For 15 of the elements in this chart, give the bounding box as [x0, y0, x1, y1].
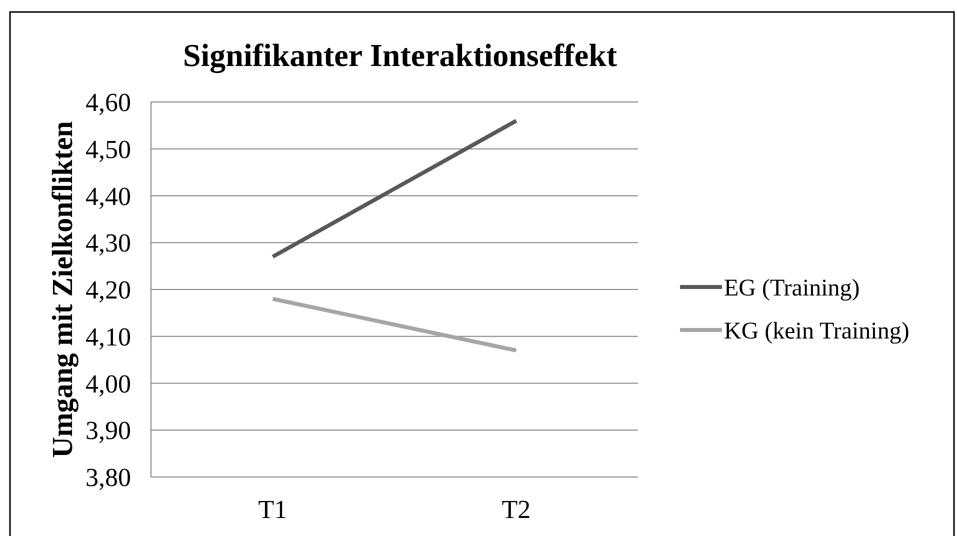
y-tick-label: 4,60: [86, 88, 131, 118]
y-tick-label: 4,10: [86, 322, 131, 352]
legend-label: KG (kein Training): [724, 318, 910, 344]
x-tick-label: T1: [258, 495, 288, 524]
y-tick-label: 4,00: [86, 369, 131, 398]
y-axis-title: Umgang mit Zielkonflikten: [47, 121, 80, 458]
y-tick-label: 3,90: [86, 416, 131, 446]
x-tick-label: T2: [502, 495, 531, 524]
y-tick-label: 4,40: [86, 182, 131, 211]
y-tick-label: 4,20: [86, 276, 131, 305]
chart-title: Signifikanter Interaktionseffekt: [182, 37, 618, 74]
legend-label: EG (Training): [724, 275, 860, 302]
y-tick-label: 3,80: [86, 463, 131, 492]
y-tick-label: 4,30: [86, 228, 131, 258]
y-tick-label: 4,50: [86, 134, 131, 164]
